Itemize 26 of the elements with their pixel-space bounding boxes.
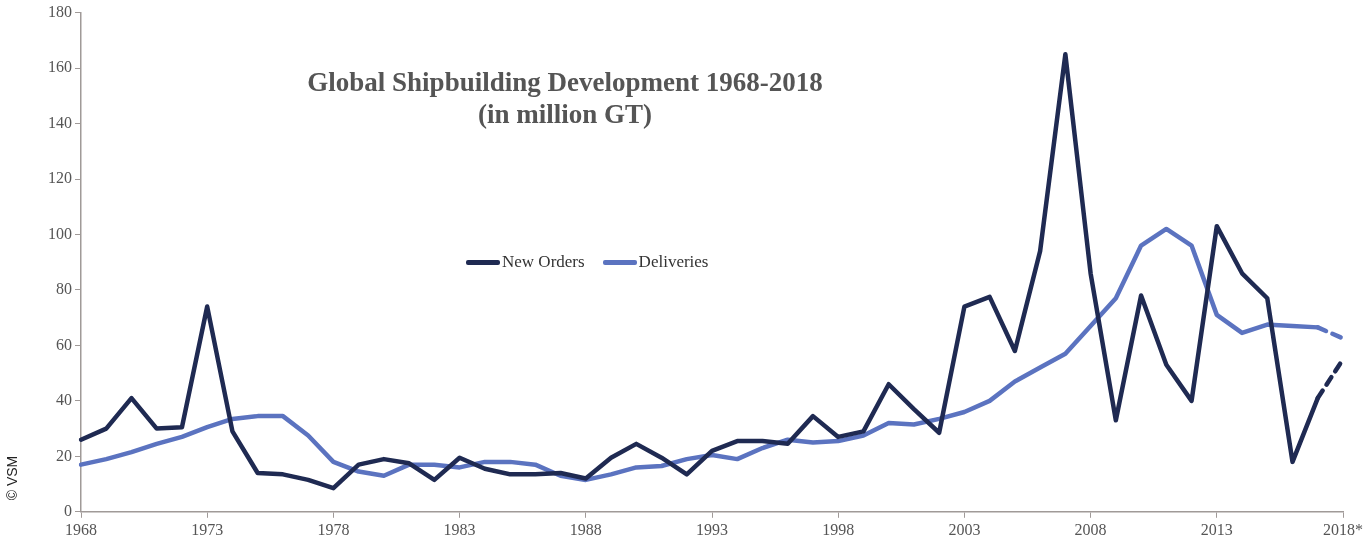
y-tick-label: 140 [48, 113, 72, 131]
y-tick-label: 180 [48, 2, 72, 20]
y-tick-label: 160 [48, 58, 72, 76]
y-tick-label: 120 [48, 169, 72, 187]
y-tick-label: 60 [56, 335, 72, 353]
y-tick-label: 20 [56, 446, 72, 464]
x-tick-label: 2013 [1200, 520, 1233, 538]
y-tick-label: 80 [56, 280, 72, 298]
x-tick-label: 1998 [822, 520, 855, 538]
x-tick-label: 1983 [443, 520, 476, 538]
x-tick-label: 1968 [65, 520, 97, 538]
y-tick-label: 100 [48, 224, 72, 242]
y-tick-label: 40 [56, 391, 72, 409]
legend-label: New Orders [502, 252, 585, 273]
x-tick-label: 1988 [569, 520, 602, 538]
x-tick-label: 2003 [948, 520, 981, 538]
text: © VSM [4, 455, 21, 501]
text: (in million GT) [477, 98, 653, 130]
text: Global Shipbuilding Development 1968-2018 [306, 66, 824, 98]
x-tick-label: 2018* [1323, 520, 1363, 538]
x-tick-label: 2008 [1074, 520, 1107, 538]
x-tick-label: 1993 [696, 520, 728, 538]
legend-label: Deliveries [638, 252, 709, 273]
y-tick-label: 0 [64, 502, 72, 519]
x-tick-label: 1978 [317, 520, 350, 538]
x-tick-label: 1973 [191, 520, 224, 538]
